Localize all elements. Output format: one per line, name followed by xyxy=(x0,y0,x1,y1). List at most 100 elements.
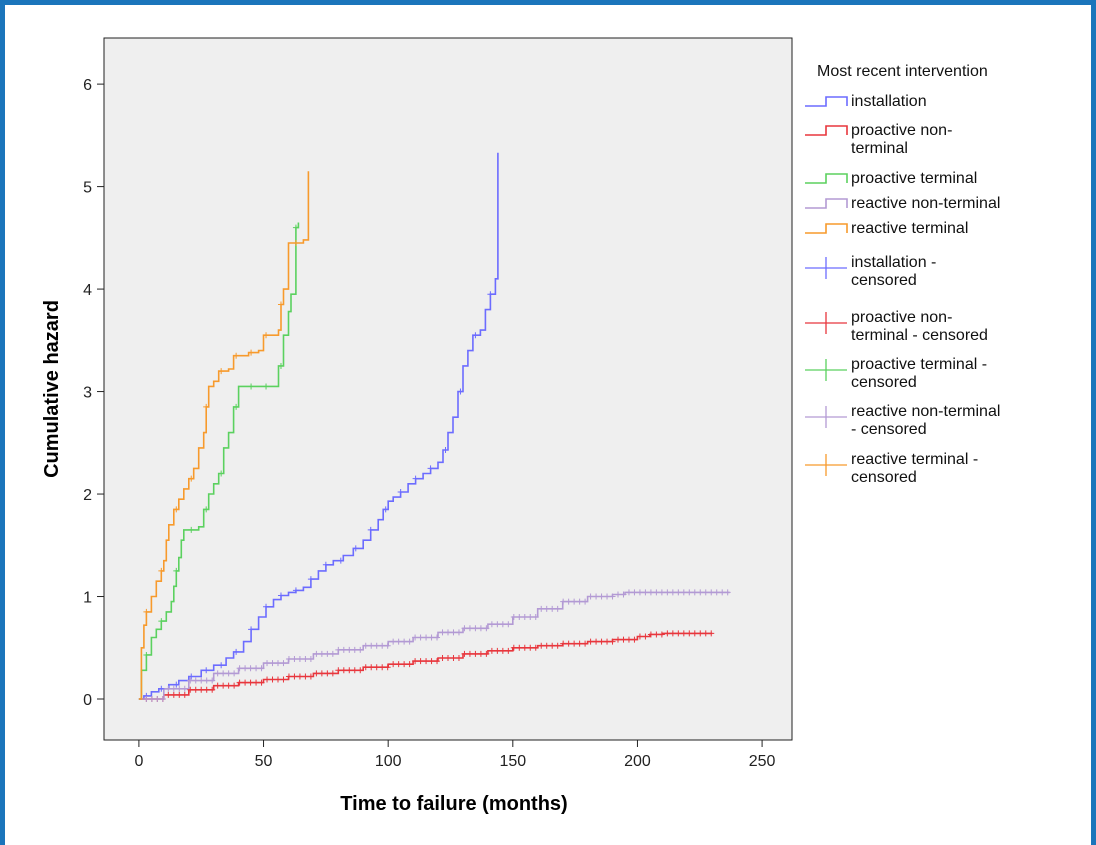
x-tick-label: 50 xyxy=(255,753,273,770)
censor-mark xyxy=(401,661,408,668)
censor-mark xyxy=(653,631,660,638)
censor-mark xyxy=(461,625,468,632)
censor-mark xyxy=(292,239,299,246)
censor-mark xyxy=(477,625,484,632)
censor-mark xyxy=(598,593,605,600)
censor-mark xyxy=(362,664,369,671)
censor-mark xyxy=(176,691,183,698)
x-tick-label: 0 xyxy=(134,753,143,770)
censor-mark xyxy=(488,621,495,628)
censor-mark xyxy=(209,686,216,693)
censor-mark xyxy=(173,567,180,574)
censor-mark xyxy=(318,650,325,657)
censor-mark xyxy=(686,589,693,596)
censor-mark xyxy=(352,545,359,552)
legend-swatch xyxy=(805,312,847,334)
censor-mark xyxy=(159,696,166,703)
censor-mark xyxy=(203,403,210,410)
legend-label: proactive non- xyxy=(851,309,952,326)
censor-mark xyxy=(233,352,240,359)
censor-mark xyxy=(538,642,545,649)
censor-mark xyxy=(158,685,165,692)
censor-mark xyxy=(258,679,265,686)
censor-mark xyxy=(225,670,232,677)
censor-mark xyxy=(242,665,249,672)
legend-label: terminal - censored xyxy=(851,327,988,344)
censor-mark xyxy=(173,506,180,513)
censor-mark xyxy=(428,658,435,665)
censor-mark xyxy=(521,614,528,621)
censor-mark xyxy=(324,670,331,677)
censor-mark xyxy=(188,673,195,680)
censor-mark xyxy=(248,626,255,633)
censor-mark xyxy=(719,589,726,596)
y-axis: 0 1 2 3 4 5 6 xyxy=(83,77,104,709)
censor-mark xyxy=(285,673,292,680)
x-tick-label: 150 xyxy=(499,753,526,770)
censor-mark xyxy=(587,638,594,645)
censor-mark xyxy=(532,614,539,621)
censor-mark xyxy=(263,383,270,390)
censor-mark xyxy=(620,636,627,643)
censor-mark xyxy=(307,656,314,663)
censor-mark xyxy=(379,642,386,649)
censor-mark xyxy=(335,646,342,653)
legend-item: reactive terminal xyxy=(805,220,968,237)
y-tick-label: 5 xyxy=(83,180,92,197)
legend-title: Most recent intervention xyxy=(817,63,988,80)
censor-mark xyxy=(417,658,424,665)
censor-mark xyxy=(412,475,419,482)
censor-marks-installation xyxy=(143,291,494,699)
censor-mark xyxy=(296,673,303,680)
censor-mark xyxy=(604,638,611,645)
plot-area xyxy=(103,37,793,741)
censor-mark xyxy=(346,646,353,653)
censor-mark xyxy=(442,446,449,453)
censor-mark xyxy=(697,630,704,637)
censor-mark xyxy=(220,670,227,677)
censor-mark xyxy=(242,679,249,686)
censor-mark xyxy=(170,685,177,692)
censor-mark xyxy=(253,665,260,672)
censor-mark xyxy=(488,647,495,654)
censor-mark xyxy=(154,696,161,703)
censor-mark xyxy=(258,665,265,672)
censor-mark xyxy=(455,655,462,662)
censor-mark xyxy=(549,605,556,612)
censor-mark xyxy=(280,676,287,683)
censor-mark xyxy=(439,655,446,662)
censor-mark xyxy=(653,589,660,596)
legend-label: censored xyxy=(851,469,917,486)
censor-mark xyxy=(466,650,473,657)
censor-mark xyxy=(302,673,309,680)
censor-mark xyxy=(335,667,342,674)
censor-mark xyxy=(543,605,550,612)
censor-mark xyxy=(362,642,369,649)
censor-mark xyxy=(214,670,221,677)
censor-mark xyxy=(269,676,276,683)
censor-mark xyxy=(576,598,583,605)
censor-mark xyxy=(494,647,501,654)
censor-mark xyxy=(165,685,172,692)
censor-mark xyxy=(527,644,534,651)
censor-mark xyxy=(642,589,649,596)
censor-mark xyxy=(277,592,284,599)
censor-mark xyxy=(329,670,336,677)
censor-mark xyxy=(143,696,150,703)
censor-mark xyxy=(658,631,665,638)
censor-mark xyxy=(434,658,441,665)
censor-mark xyxy=(505,647,512,654)
censor-mark xyxy=(483,625,490,632)
censor-mark xyxy=(340,667,347,674)
censor-mark xyxy=(218,470,225,477)
censor-mark xyxy=(379,664,386,671)
y-tick-label: 3 xyxy=(83,385,92,402)
censor-mark xyxy=(368,664,375,671)
censor-mark xyxy=(593,638,600,645)
censor-mark xyxy=(560,598,567,605)
legend-label: reactive terminal - xyxy=(851,451,978,468)
censor-mark xyxy=(198,686,205,693)
censor-mark xyxy=(274,660,281,667)
censor-mark xyxy=(324,650,331,657)
censor-mark xyxy=(598,638,605,645)
